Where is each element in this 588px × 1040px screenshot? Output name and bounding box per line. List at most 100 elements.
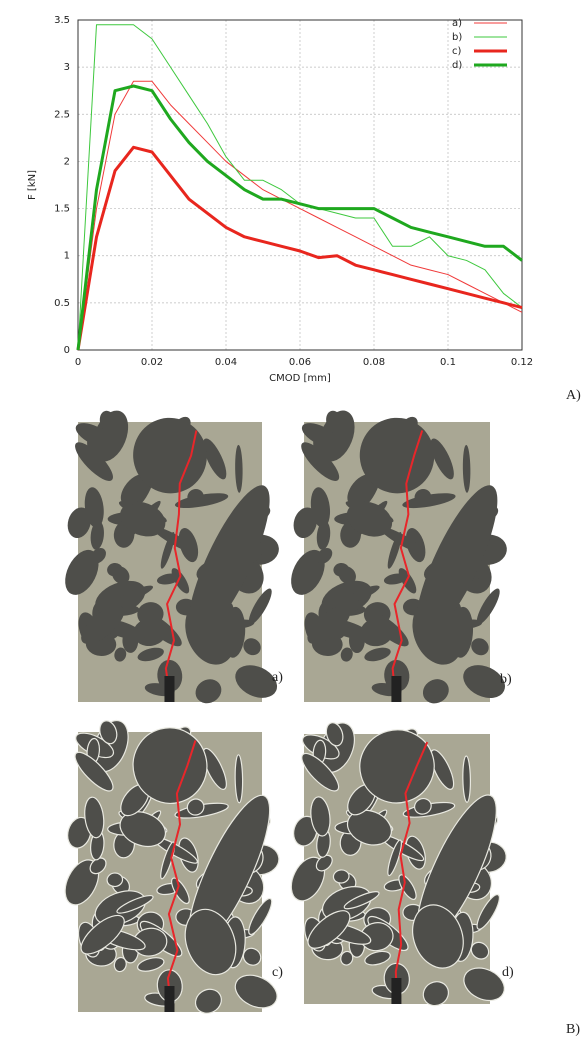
aggregate xyxy=(316,547,333,564)
specimen-image xyxy=(65,410,279,704)
aggregate xyxy=(119,811,166,848)
aggregate xyxy=(301,752,340,792)
aggregate xyxy=(364,950,391,966)
aggregate xyxy=(171,568,190,594)
aggregate xyxy=(90,548,106,564)
series-line xyxy=(77,80,523,351)
aggregate xyxy=(99,720,118,745)
x-tick-label: 0 xyxy=(75,357,81,368)
series-line xyxy=(76,145,523,351)
y-tick-label: 3 xyxy=(64,62,70,73)
aggregate xyxy=(74,751,114,792)
aggregate xyxy=(471,638,489,656)
panel-label: d) xyxy=(502,965,514,980)
aggregate xyxy=(248,897,273,936)
legend-label: d) xyxy=(452,60,462,71)
notch xyxy=(391,676,402,702)
y-tick-label: 1 xyxy=(64,251,70,262)
y-tick-label: 3.5 xyxy=(54,15,70,26)
aggregate xyxy=(184,908,237,976)
aggregate xyxy=(114,647,127,662)
aggregate xyxy=(116,585,154,604)
aggregate xyxy=(430,438,454,480)
aggregate xyxy=(412,599,464,665)
aggregate xyxy=(470,941,490,960)
aggregate xyxy=(203,438,227,480)
aggregate xyxy=(234,974,278,1009)
x-tick-label: 0.06 xyxy=(289,357,311,368)
aggregate xyxy=(326,410,344,434)
aggregate xyxy=(90,520,104,550)
x-tick-label: 0.1 xyxy=(440,357,456,368)
x-tick-label: 0.08 xyxy=(363,357,385,368)
aggregate xyxy=(343,891,380,910)
aggregate xyxy=(120,501,166,537)
aggregate xyxy=(310,487,331,528)
y-tick-label: 1.5 xyxy=(54,204,70,215)
aggregate xyxy=(290,856,326,902)
aggregate xyxy=(343,585,380,604)
notch xyxy=(164,986,175,1012)
figure-label: A) xyxy=(566,388,581,403)
specimen-image xyxy=(64,719,280,1014)
aggregate xyxy=(462,444,471,493)
aggregate xyxy=(133,417,207,494)
crack xyxy=(391,430,424,691)
y-tick-label: 2.5 xyxy=(54,109,70,120)
aggregate xyxy=(430,749,455,790)
aggregate xyxy=(235,444,243,493)
aggregate xyxy=(316,520,331,550)
aggregate xyxy=(422,679,449,704)
aggregate xyxy=(136,957,165,972)
panel-label: c) xyxy=(272,965,283,980)
aggregate xyxy=(301,442,340,481)
aggregate xyxy=(65,549,99,595)
aggregate xyxy=(84,796,105,839)
crack xyxy=(166,740,197,1001)
aggregate xyxy=(248,588,272,625)
aggregate xyxy=(106,872,124,888)
aggregate xyxy=(463,967,505,1002)
aggregate xyxy=(80,914,125,955)
aggregate xyxy=(346,501,393,537)
aggregate xyxy=(99,410,117,434)
aggregate xyxy=(160,531,175,569)
aggregate xyxy=(333,562,350,577)
panel-label: a) xyxy=(272,670,283,685)
aggregate xyxy=(185,599,236,665)
y-tick-label: 0.5 xyxy=(54,298,70,309)
aggregate xyxy=(81,605,125,644)
aggregate xyxy=(113,956,127,973)
aggregate xyxy=(476,893,500,930)
aggregate xyxy=(340,950,354,966)
aggregate xyxy=(462,755,471,803)
aggregate xyxy=(137,647,164,662)
aggregate xyxy=(132,727,208,804)
legend-label: c) xyxy=(452,46,461,57)
crack xyxy=(394,741,429,994)
aggregate xyxy=(414,489,432,506)
aggregate xyxy=(332,869,350,884)
aggregate xyxy=(307,910,351,949)
y-tick-label: 2 xyxy=(64,156,70,167)
aggregate xyxy=(75,442,113,481)
aggregate xyxy=(186,798,205,816)
aggregate xyxy=(364,647,391,662)
y-tick-label: 0 xyxy=(64,345,70,356)
specimen-image xyxy=(290,722,507,1007)
notch xyxy=(164,676,175,702)
aggregate xyxy=(387,839,402,877)
aggregate xyxy=(120,474,149,506)
aggregate xyxy=(412,904,464,969)
aggregate xyxy=(234,754,244,804)
aggregate xyxy=(325,722,344,747)
x-tick-label: 0.04 xyxy=(215,357,237,368)
aggregate xyxy=(463,665,506,698)
aggregate xyxy=(194,988,222,1014)
notch xyxy=(391,978,402,1004)
aggregate xyxy=(242,947,262,966)
aggregate xyxy=(157,659,183,692)
plot-frame xyxy=(77,19,523,351)
aggregate xyxy=(187,489,204,505)
